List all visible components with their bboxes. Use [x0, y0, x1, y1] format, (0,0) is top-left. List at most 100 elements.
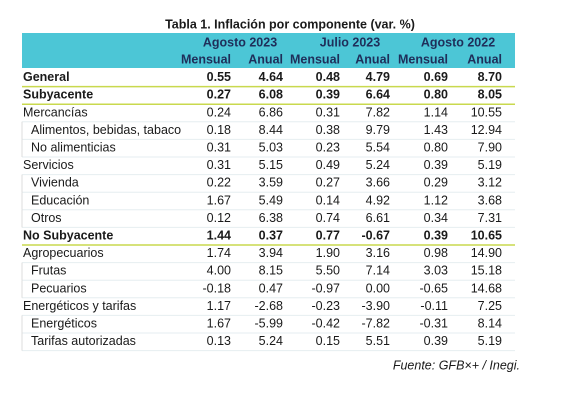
cell: 1.14 — [424, 105, 448, 119]
cell: 0.24 — [207, 105, 231, 119]
cell: 0.55 — [207, 70, 231, 84]
cell: 14.90 — [471, 246, 502, 260]
cell: 1.44 — [207, 228, 231, 242]
cell: -2.68 — [255, 299, 284, 313]
cell: 0.49 — [316, 158, 340, 172]
cell: 12.94 — [471, 123, 502, 137]
cell: 8.14 — [478, 316, 502, 330]
cell: 0.18 — [207, 123, 231, 137]
cell: 4.79 — [366, 70, 390, 84]
cell: 0.39 — [424, 334, 448, 348]
cell: 15.18 — [471, 264, 502, 278]
cell: 7.31 — [478, 211, 502, 225]
cell: 1.17 — [207, 299, 231, 313]
cell: 0.27 — [316, 176, 340, 190]
row-label: Agropecuarios — [23, 246, 104, 260]
group-header: Julio 2023 — [320, 35, 380, 49]
group-header: Agosto 2022 — [421, 35, 495, 49]
cell: 0.23 — [316, 140, 340, 154]
column-header: Anual — [467, 52, 502, 66]
row-label: Otros — [31, 211, 62, 225]
cell: 3.03 — [424, 264, 448, 278]
cell: 5.03 — [259, 140, 283, 154]
cell: 0.74 — [316, 211, 340, 225]
cell: 6.08 — [259, 88, 283, 102]
cell: 4.00 — [207, 264, 231, 278]
cell: 1.67 — [207, 193, 231, 207]
cell: 0.38 — [316, 123, 340, 137]
cell: -0.23 — [312, 299, 341, 313]
cell: 7.14 — [366, 264, 390, 278]
cell: 0.37 — [259, 228, 283, 242]
group-header: Agosto 2023 — [203, 35, 277, 49]
cell: 0.69 — [424, 70, 448, 84]
row-label: Frutas — [31, 264, 66, 278]
cell: 5.19 — [478, 158, 502, 172]
cell: -0.42 — [312, 316, 341, 330]
row-label: Servicios — [23, 158, 74, 172]
cell: 0.13 — [207, 334, 231, 348]
cell: -0.31 — [420, 316, 449, 330]
cell: 0.47 — [259, 281, 283, 295]
cell: 1.90 — [316, 246, 340, 260]
cell: 8.44 — [259, 123, 283, 137]
title: Tabla 1. Inflación por componente (var. … — [165, 17, 415, 31]
row-label: Educación — [31, 193, 89, 207]
cell: 0.34 — [424, 211, 448, 225]
cell: 3.68 — [478, 193, 502, 207]
cell: -3.90 — [362, 299, 391, 313]
cell: 0.22 — [207, 176, 231, 190]
cell: -7.82 — [362, 316, 391, 330]
cell: 0.31 — [316, 105, 340, 119]
cell: 3.66 — [366, 176, 390, 190]
cell: -0.18 — [203, 281, 232, 295]
cell: 3.12 — [478, 176, 502, 190]
cell: 5.19 — [478, 334, 502, 348]
row-label: Alimentos, bebidas, tabaco — [31, 123, 181, 137]
cell: 0.39 — [424, 228, 448, 242]
column-header: Mensual — [290, 52, 340, 66]
cell: 0.80 — [424, 140, 448, 154]
cell: 10.55 — [471, 105, 502, 119]
cell: 5.24 — [259, 334, 283, 348]
cell: 1.67 — [207, 316, 231, 330]
row-label: No alimenticias — [31, 140, 116, 154]
cell: 0.27 — [207, 88, 231, 102]
cell: 0.80 — [424, 88, 448, 102]
cell: 8.70 — [478, 70, 502, 84]
cell: 0.39 — [316, 88, 340, 102]
cell: 3.16 — [366, 246, 390, 260]
cell: 4.92 — [366, 193, 390, 207]
cell: 5.24 — [366, 158, 390, 172]
cell: 3.59 — [259, 176, 283, 190]
cell: 0.31 — [207, 140, 231, 154]
cell: 0.12 — [207, 211, 231, 225]
source: Fuente: GFB×+ / Inegi. — [393, 358, 520, 372]
cell: 7.90 — [478, 140, 502, 154]
cell: -0.97 — [312, 281, 341, 295]
cell: 14.68 — [471, 281, 502, 295]
cell: 6.86 — [259, 105, 283, 119]
cell: 5.50 — [316, 264, 340, 278]
cell: -0.65 — [420, 281, 449, 295]
cell: 5.54 — [366, 140, 390, 154]
cell: 0.31 — [207, 158, 231, 172]
cell: 6.38 — [259, 211, 283, 225]
cell: 0.00 — [366, 281, 390, 295]
column-header: Mensual — [398, 52, 448, 66]
row-label: Subyacente — [23, 88, 93, 102]
cell: -5.99 — [255, 316, 284, 330]
cell: 8.05 — [478, 88, 502, 102]
column-header: Anual — [355, 52, 390, 66]
cell: 6.64 — [366, 88, 390, 102]
row-label: Mercancías — [23, 105, 88, 119]
row-label: Tarifas autorizadas — [31, 334, 136, 348]
header-band — [22, 33, 515, 68]
cell: 7.25 — [478, 299, 502, 313]
column-header: Mensual — [181, 52, 231, 66]
cell: 5.51 — [366, 334, 390, 348]
row-label: No Subyacente — [23, 228, 113, 242]
cell: 9.79 — [366, 123, 390, 137]
row-label: Energéticos — [31, 316, 97, 330]
